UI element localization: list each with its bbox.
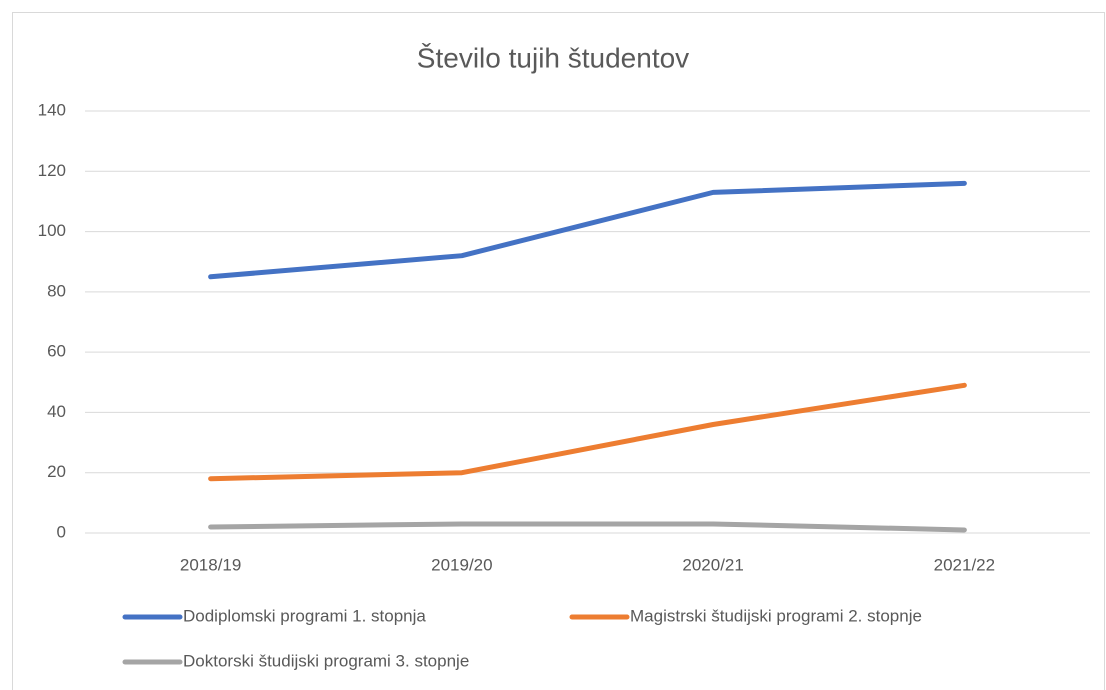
y-tick-label: 60 (47, 342, 66, 361)
x-tick-label: 2020/21 (682, 555, 743, 574)
legend-label: Doktorski študijski programi 3. stopnje (183, 651, 469, 670)
x-tick-label: 2021/22 (934, 555, 995, 574)
x-tick-label: 2019/20 (431, 555, 492, 574)
y-tick-label: 40 (47, 402, 66, 421)
chart-title: Število tujih študentov (417, 42, 689, 73)
y-tick-label: 80 (47, 281, 66, 300)
series-line (208, 180, 967, 280)
series-line (208, 521, 967, 533)
y-tick-label: 0 (57, 522, 66, 541)
x-tick-label: 2018/19 (180, 555, 241, 574)
chart-border (12, 12, 1105, 690)
y-tick-label: 20 (47, 462, 66, 481)
y-tick-label: 140 (38, 100, 66, 119)
legend-label: Dodiplomski programi 1. stopnja (183, 606, 426, 625)
series-line (208, 382, 967, 482)
y-tick-label: 120 (38, 161, 66, 180)
y-tick-label: 100 (38, 221, 66, 240)
legend-label: Magistrski študijski programi 2. stopnje (630, 606, 922, 625)
